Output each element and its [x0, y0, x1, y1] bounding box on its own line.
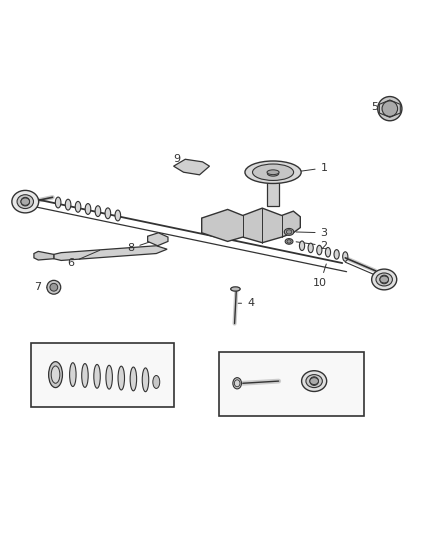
Circle shape	[50, 284, 58, 291]
Ellipse shape	[49, 361, 63, 387]
Ellipse shape	[70, 363, 76, 386]
Text: 12: 12	[266, 396, 284, 412]
Circle shape	[310, 377, 318, 385]
Ellipse shape	[267, 170, 279, 175]
Circle shape	[378, 96, 402, 121]
Ellipse shape	[51, 366, 60, 383]
Ellipse shape	[105, 208, 111, 219]
Text: 6: 6	[67, 251, 100, 268]
Ellipse shape	[300, 241, 304, 251]
Ellipse shape	[142, 368, 149, 392]
Ellipse shape	[308, 243, 313, 253]
Ellipse shape	[85, 204, 91, 214]
Circle shape	[21, 197, 30, 206]
Ellipse shape	[343, 252, 348, 261]
Bar	[268, 174, 279, 206]
Polygon shape	[54, 246, 167, 261]
Ellipse shape	[17, 195, 33, 208]
Polygon shape	[173, 159, 209, 175]
Ellipse shape	[245, 161, 301, 183]
Ellipse shape	[286, 230, 292, 234]
Text: 10: 10	[313, 264, 327, 288]
Text: 2: 2	[296, 241, 328, 251]
Ellipse shape	[285, 239, 293, 244]
Ellipse shape	[376, 273, 392, 286]
Text: 9: 9	[173, 154, 190, 166]
Ellipse shape	[65, 199, 71, 210]
Ellipse shape	[231, 287, 240, 291]
Polygon shape	[148, 233, 168, 246]
Ellipse shape	[118, 366, 124, 390]
Text: 3: 3	[296, 228, 328, 238]
Ellipse shape	[106, 365, 113, 389]
Text: 5: 5	[371, 102, 387, 112]
Ellipse shape	[233, 378, 241, 389]
Ellipse shape	[284, 229, 294, 236]
Ellipse shape	[334, 249, 339, 259]
Ellipse shape	[130, 367, 137, 391]
Ellipse shape	[55, 197, 61, 208]
Ellipse shape	[317, 245, 322, 255]
Ellipse shape	[302, 371, 327, 391]
Text: 4: 4	[238, 298, 254, 308]
Text: 7: 7	[34, 282, 51, 292]
Ellipse shape	[234, 380, 240, 387]
Circle shape	[382, 101, 398, 116]
Text: 11: 11	[92, 393, 111, 407]
Circle shape	[380, 275, 389, 284]
Ellipse shape	[12, 190, 39, 213]
Ellipse shape	[268, 171, 279, 176]
Ellipse shape	[380, 276, 389, 283]
Ellipse shape	[94, 365, 100, 388]
Polygon shape	[34, 252, 54, 260]
Ellipse shape	[310, 378, 318, 384]
Ellipse shape	[325, 247, 331, 257]
Circle shape	[47, 280, 61, 294]
Ellipse shape	[21, 198, 30, 205]
Ellipse shape	[306, 375, 322, 387]
Polygon shape	[202, 208, 300, 243]
Bar	[31, 343, 173, 407]
Text: 8: 8	[127, 240, 155, 253]
Ellipse shape	[115, 210, 120, 221]
Ellipse shape	[82, 364, 88, 387]
Ellipse shape	[287, 240, 291, 243]
Ellipse shape	[253, 164, 293, 181]
Ellipse shape	[372, 269, 397, 290]
Ellipse shape	[95, 206, 101, 216]
Bar	[219, 352, 364, 416]
Text: 1: 1	[296, 163, 328, 173]
Ellipse shape	[153, 375, 160, 389]
Ellipse shape	[75, 201, 81, 212]
